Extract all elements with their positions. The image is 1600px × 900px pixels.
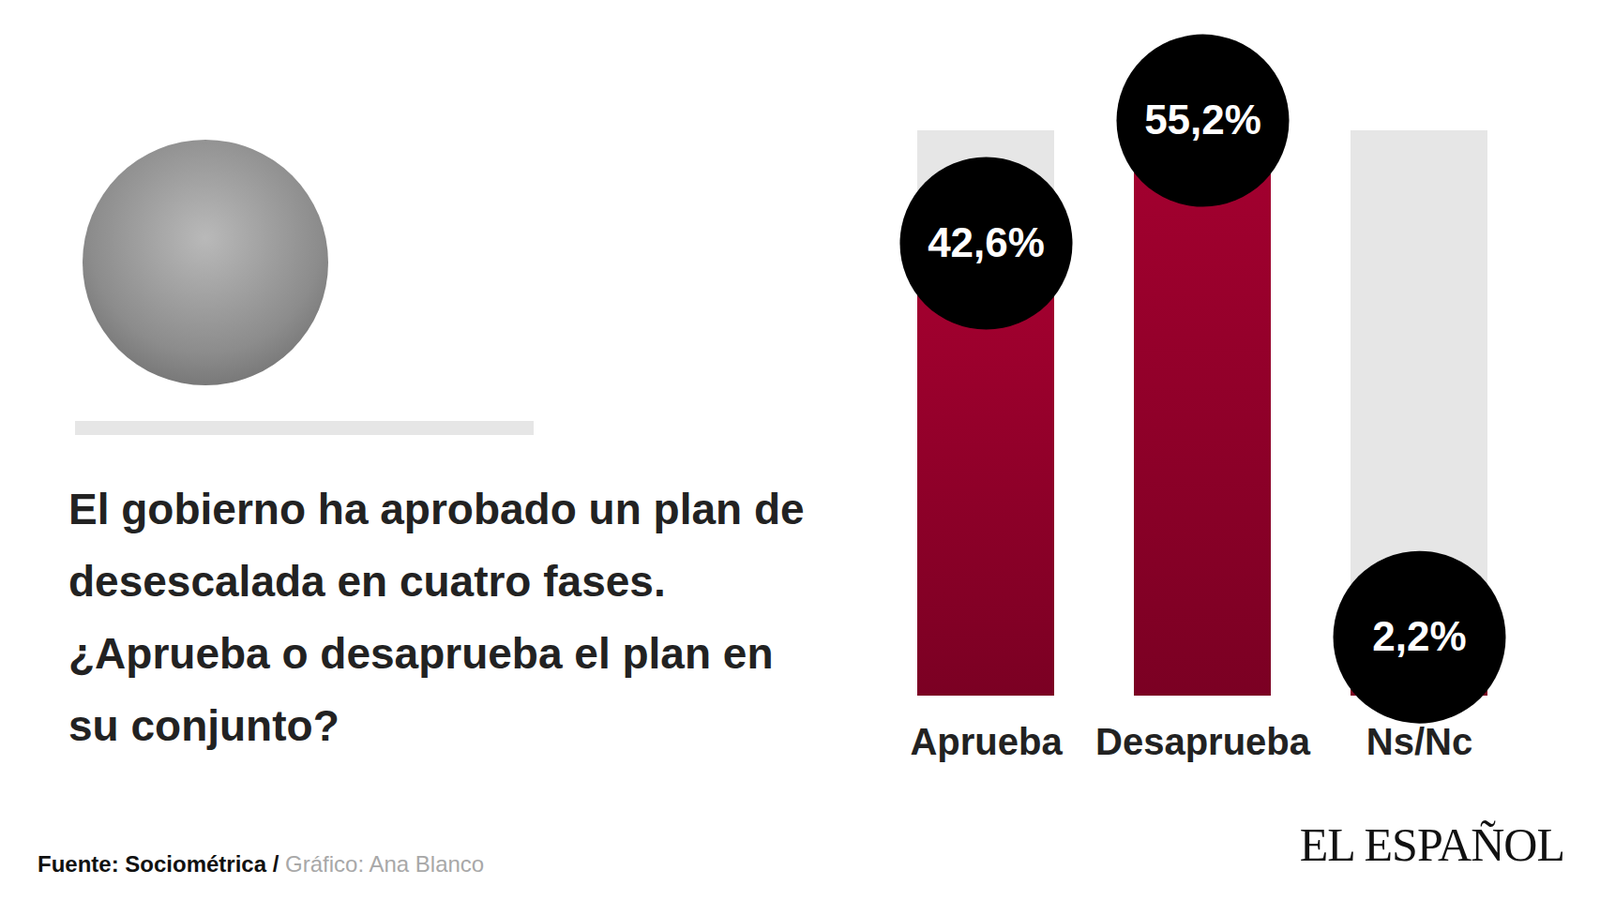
svg-text:55,2%: 55,2% [1144,96,1262,143]
svg-text:Ns/Nc: Ns/Nc [1366,721,1473,763]
html-text:El gobierno ha aprobado un pla: El gobierno ha aprobado un plan de deses… [68,484,805,751]
html-text:EL ESPAÑOL: EL ESPAÑOL [1299,818,1565,872]
svg-text:42,6%: 42,6% [927,219,1045,266]
svg-text:Aprueba: Aprueba [909,721,1063,763]
html-text:Fuente: Sociométrica / Gráfico: Fuente: Sociométrica / Gráfico: Ana Blan… [37,851,485,877]
svg-text:2,2%: 2,2% [1372,613,1466,660]
svg-text:Desaprueba: Desaprueba [1095,721,1312,763]
